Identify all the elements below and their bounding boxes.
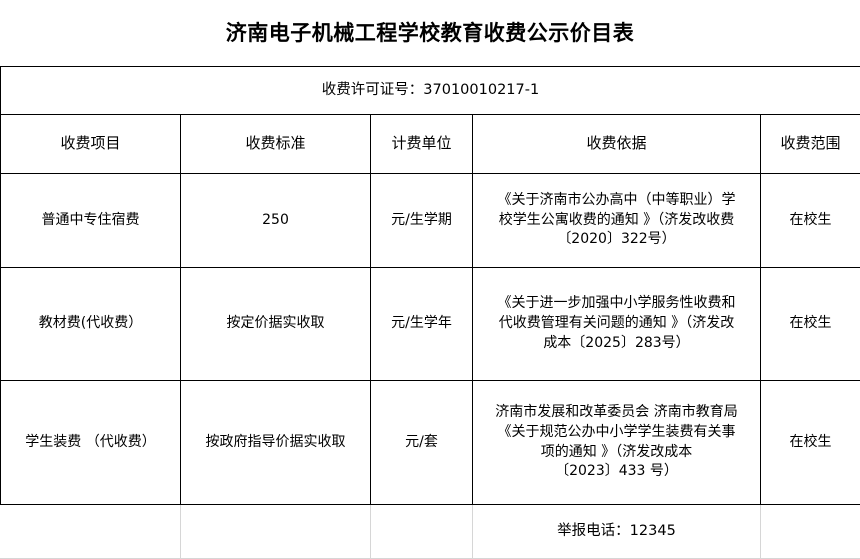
footer-cell-empty-1 [1, 505, 181, 559]
fee-basis-line: 《关于进一步加强中小学服务性收费和 [473, 294, 760, 314]
fee-unit: 元/生学年 [371, 268, 473, 381]
fee-table: 收费许可证号：37010010217-1 收费项目 收费标准 计费单位 收费依据… [0, 66, 860, 559]
fee-basis-line: 济南市发展和改革委员会 济南市教育局 [473, 403, 760, 423]
fee-basis-line: 〔2020〕322号） [473, 230, 760, 250]
fee-standard: 按定价据实收取 [181, 268, 371, 381]
column-header-item: 收费项目 [1, 115, 181, 174]
fee-basis-line: 《关于济南市公办高中（中等职业）学 [473, 191, 760, 211]
fee-basis-line: 《关于规范公办中小学学生装费有关事 [473, 423, 760, 443]
permit-row: 收费许可证号：37010010217-1 [1, 67, 860, 115]
fee-basis-line: 项的通知 》（济发改成本 [473, 443, 760, 463]
footer-cell-empty-4 [761, 505, 860, 559]
report-hotline: 举报电话：12345 [473, 505, 761, 559]
footer-cell-empty-3 [371, 505, 473, 559]
fee-basis-line: 代收费管理有关问题的通知 》（济发改 [473, 314, 760, 334]
page-title: 济南电子机械工程学校教育收费公示价目表 [0, 0, 860, 66]
column-header-scope: 收费范围 [761, 115, 860, 174]
fee-basis: 《关于济南市公办高中（中等职业）学 校学生公寓收费的通知 》（济发改收费 〔20… [473, 174, 761, 268]
fee-standard: 按政府指导价据实收取 [181, 381, 371, 505]
table-row: 普通中专住宿费 250 元/生学期 《关于济南市公办高中（中等职业）学 校学生公… [1, 174, 860, 268]
column-header-basis: 收费依据 [473, 115, 761, 174]
table-footer-row: 举报电话：12345 [1, 505, 860, 559]
fee-scope: 在校生 [761, 268, 860, 381]
fee-basis: 《关于进一步加强中小学服务性收费和 代收费管理有关问题的通知 》（济发改 成本〔… [473, 268, 761, 381]
table-header-row: 收费项目 收费标准 计费单位 收费依据 收费范围 [1, 115, 860, 174]
fee-scope: 在校生 [761, 174, 860, 268]
column-header-unit: 计费单位 [371, 115, 473, 174]
footer-cell-empty-2 [181, 505, 371, 559]
fee-item-name: 普通中专住宿费 [1, 174, 181, 268]
fee-unit: 元/生学期 [371, 174, 473, 268]
fee-unit: 元/套 [371, 381, 473, 505]
fee-item-name: 教材费(代收费） [1, 268, 181, 381]
fee-basis-line: 〔2023〕433 号） [473, 462, 760, 482]
table-row: 教材费(代收费） 按定价据实收取 元/生学年 《关于进一步加强中小学服务性收费和… [1, 268, 860, 381]
fee-standard: 250 [181, 174, 371, 268]
fee-item-name: 学生装费 （代收费） [1, 381, 181, 505]
column-header-standard: 收费标准 [181, 115, 371, 174]
fee-basis: 济南市发展和改革委员会 济南市教育局 《关于规范公办中小学学生装费有关事 项的通… [473, 381, 761, 505]
fee-basis-line: 成本〔2025〕283号） [473, 334, 760, 354]
fee-basis-line: 校学生公寓收费的通知 》（济发改收费 [473, 211, 760, 231]
charging-permit-number: 收费许可证号：37010010217-1 [1, 67, 860, 115]
fee-scope: 在校生 [761, 381, 860, 505]
table-row: 学生装费 （代收费） 按政府指导价据实收取 元/套 济南市发展和改革委员会 济南… [1, 381, 860, 505]
